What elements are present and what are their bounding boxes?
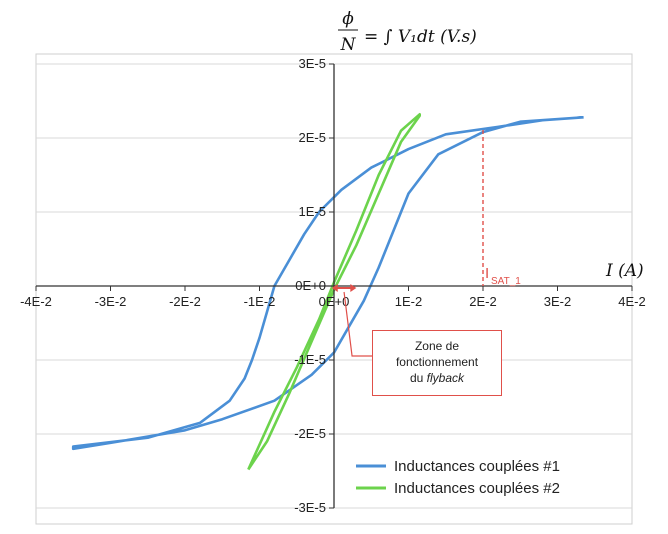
x-axis-title: I (A) (605, 261, 644, 281)
x-tick-label-4: 0E+0 (319, 294, 350, 309)
flyback-arrowhead-left (331, 284, 338, 292)
callout-leader (343, 291, 372, 357)
marker-layer: I SAT_1 (331, 130, 521, 357)
x-tick-label-6: 2E-2 (469, 294, 496, 309)
callout-line-2: fonctionnement (395, 355, 479, 369)
x-tick-label-0: -4E-2 (20, 294, 52, 309)
y-axis-title-numerator: ϕ (342, 9, 354, 29)
x-tick-label-5: 1E-2 (395, 294, 422, 309)
x-tick-label-3: -1E-2 (244, 294, 276, 309)
flyback-arrowhead-right (350, 284, 357, 292)
tick-layer: -4E-2 -3E-2 -2E-2 -1E-2 0E+0 1E-2 2E-2 3E-2 4E-2… (20, 56, 646, 515)
saturation-label: I (485, 265, 489, 282)
callout-line-3-italic: flyback (426, 371, 465, 385)
callout-line-3: du flyback (373, 370, 501, 386)
y-tick-label-6: -3E-5 (294, 500, 326, 515)
y-tick-label-1: 2E-5 (299, 130, 326, 145)
x-tick-label-7: 3E-2 (544, 294, 571, 309)
y-tick-label-0: 3E-5 (299, 56, 326, 71)
y-axis-title-expression: = ∫ V₁dt (V.s) (364, 27, 477, 47)
saturation-label-sub: SAT_1 (491, 276, 521, 287)
y-tick-label-4: -1E-5 (294, 352, 326, 367)
legend-label-series-1: Inductances couplées #1 (394, 458, 560, 475)
series-layer (71, 113, 584, 471)
x-tick-label-8: 4E-2 (618, 294, 645, 309)
grid-lines (36, 63, 632, 509)
series-line-1 (71, 116, 584, 451)
x-tick-label-2: -2E-2 (169, 294, 201, 309)
legend: Inductances couplées #1 Inductances coup… (356, 458, 560, 497)
y-tick-label-5: -2E-5 (294, 426, 326, 441)
legend-label-series-2: Inductances couplées #2 (394, 480, 560, 497)
y-axis-title-denominator: N (340, 35, 357, 55)
y-axis-title: ϕ N = ∫ V₁dt (V.s) (338, 9, 477, 55)
callout-line-3-prefix: du (409, 371, 427, 385)
y-tick-label-2: 1E-5 (299, 204, 326, 219)
callout-line-1: Zone de (414, 339, 460, 353)
x-tick-label-1: -3E-2 (95, 294, 127, 309)
y-tick-label-3: 0E+0 (295, 278, 326, 293)
series-line-2 (247, 113, 422, 471)
flyback-zone-callout: Zone de fonctionnement du flyback (372, 330, 502, 396)
